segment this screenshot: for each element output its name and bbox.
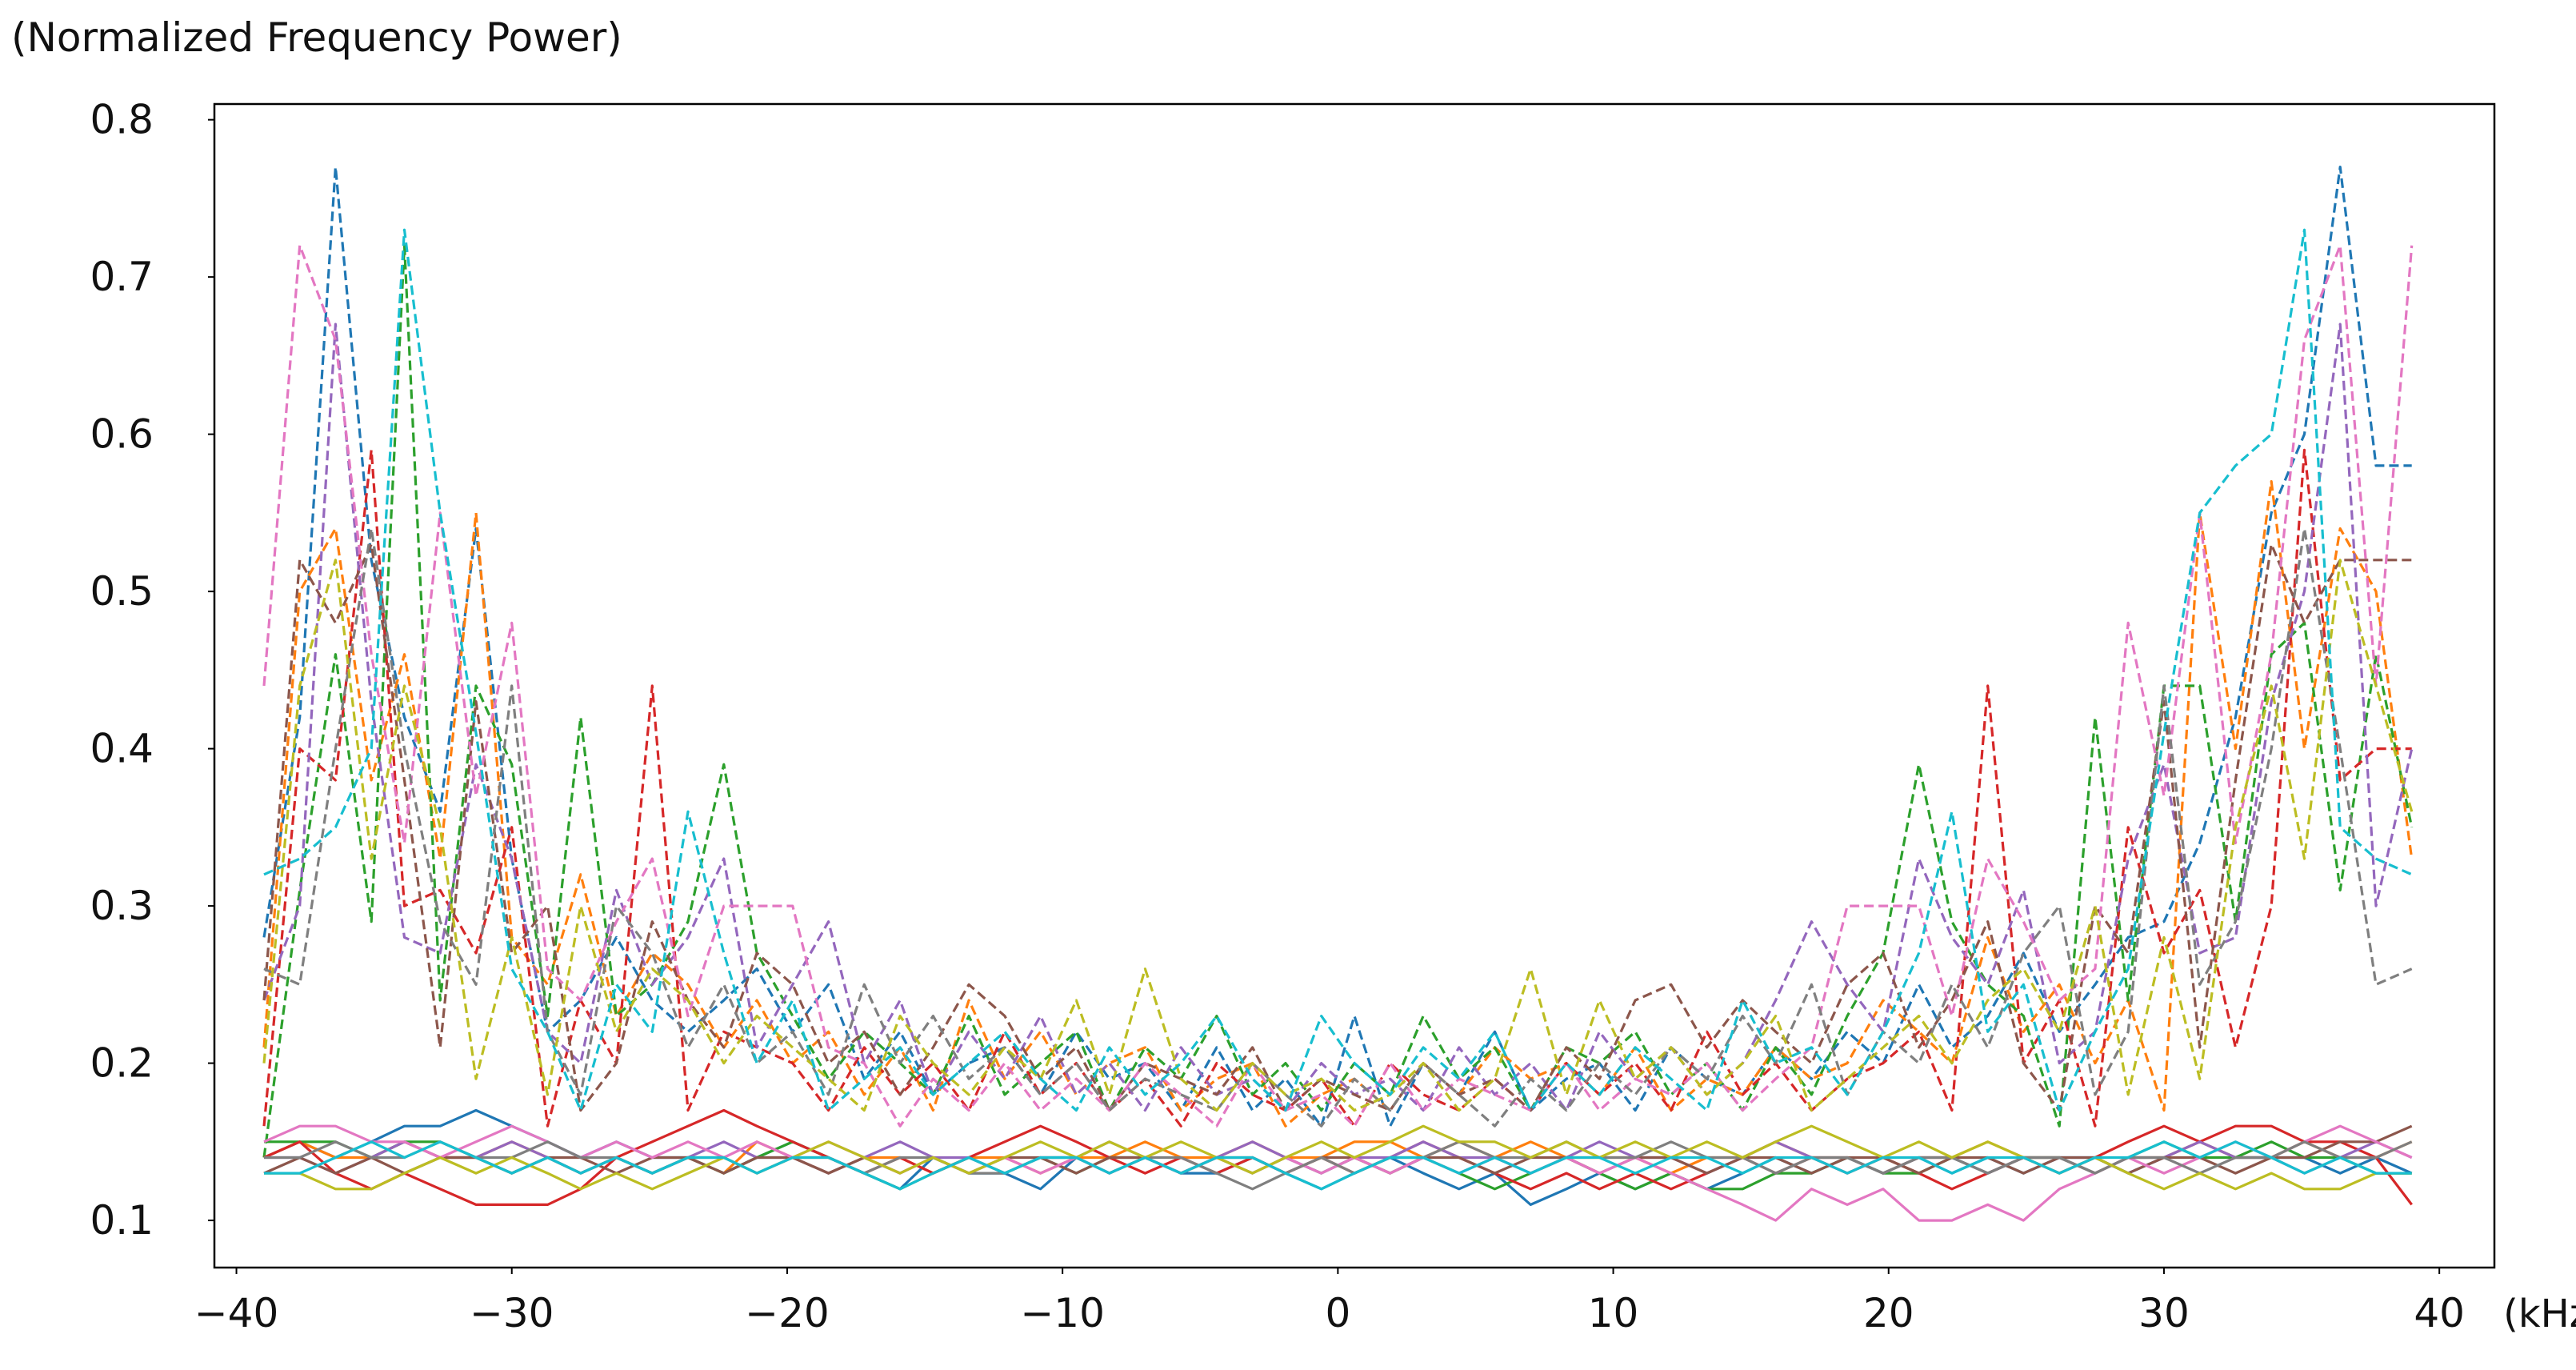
y-tick-label: 0.5 (90, 568, 154, 615)
x-tick-label: −20 (745, 1290, 830, 1336)
solid-series-line-20 (264, 1140, 2412, 1191)
dashed-series-line-10 (263, 228, 2413, 1112)
x-tick-label: 40 (2414, 1290, 2465, 1336)
dashed-series-line-6 (262, 543, 2412, 1112)
x-tick-label: −40 (194, 1290, 279, 1336)
dashed-series-line-3 (262, 244, 2414, 1158)
x-tick-label: 0 (1325, 1290, 1350, 1336)
dashed-series-line-4 (262, 448, 2412, 1128)
y-tick-label: 0.1 (90, 1197, 154, 1244)
y-tick-label: 0.6 (90, 411, 154, 458)
y-axis: 0.1 0.2 0.3 0.4 0.5 0.6 0.7 0.8 (90, 97, 214, 1244)
y-axis-label: (Normalized Frequency Power) (11, 14, 622, 61)
y-tick-label: 0.4 (90, 726, 154, 772)
y-tick-label: 0.2 (90, 1040, 154, 1087)
y-tick-label: 0.8 (90, 97, 154, 143)
x-axis-label: (kHz) (2503, 1292, 2576, 1336)
dashed-series-line-7 (262, 244, 2414, 1128)
y-tick-label: 0.7 (90, 254, 154, 300)
x-tick-label: 20 (1863, 1290, 1914, 1336)
plot-frame (213, 102, 2496, 1269)
x-axis: −40 −30 −20 −10 0 10 20 30 40 (194, 1268, 2465, 1336)
solid-series-line-16 (263, 1124, 2413, 1175)
y-tick-label: 0.3 (90, 883, 154, 929)
x-tick-label: 10 (1588, 1290, 1639, 1336)
series-layer (262, 166, 2414, 1222)
x-tick-label: 30 (2138, 1290, 2190, 1336)
x-tick-label: −30 (470, 1290, 554, 1336)
dashed-series-line-8 (263, 527, 2413, 1128)
x-tick-label: −10 (1020, 1290, 1105, 1336)
dashed-series-line-9 (262, 559, 2414, 1112)
dashed-series-line-1 (262, 166, 2412, 1128)
dashed-series-line-5 (262, 322, 2414, 1112)
